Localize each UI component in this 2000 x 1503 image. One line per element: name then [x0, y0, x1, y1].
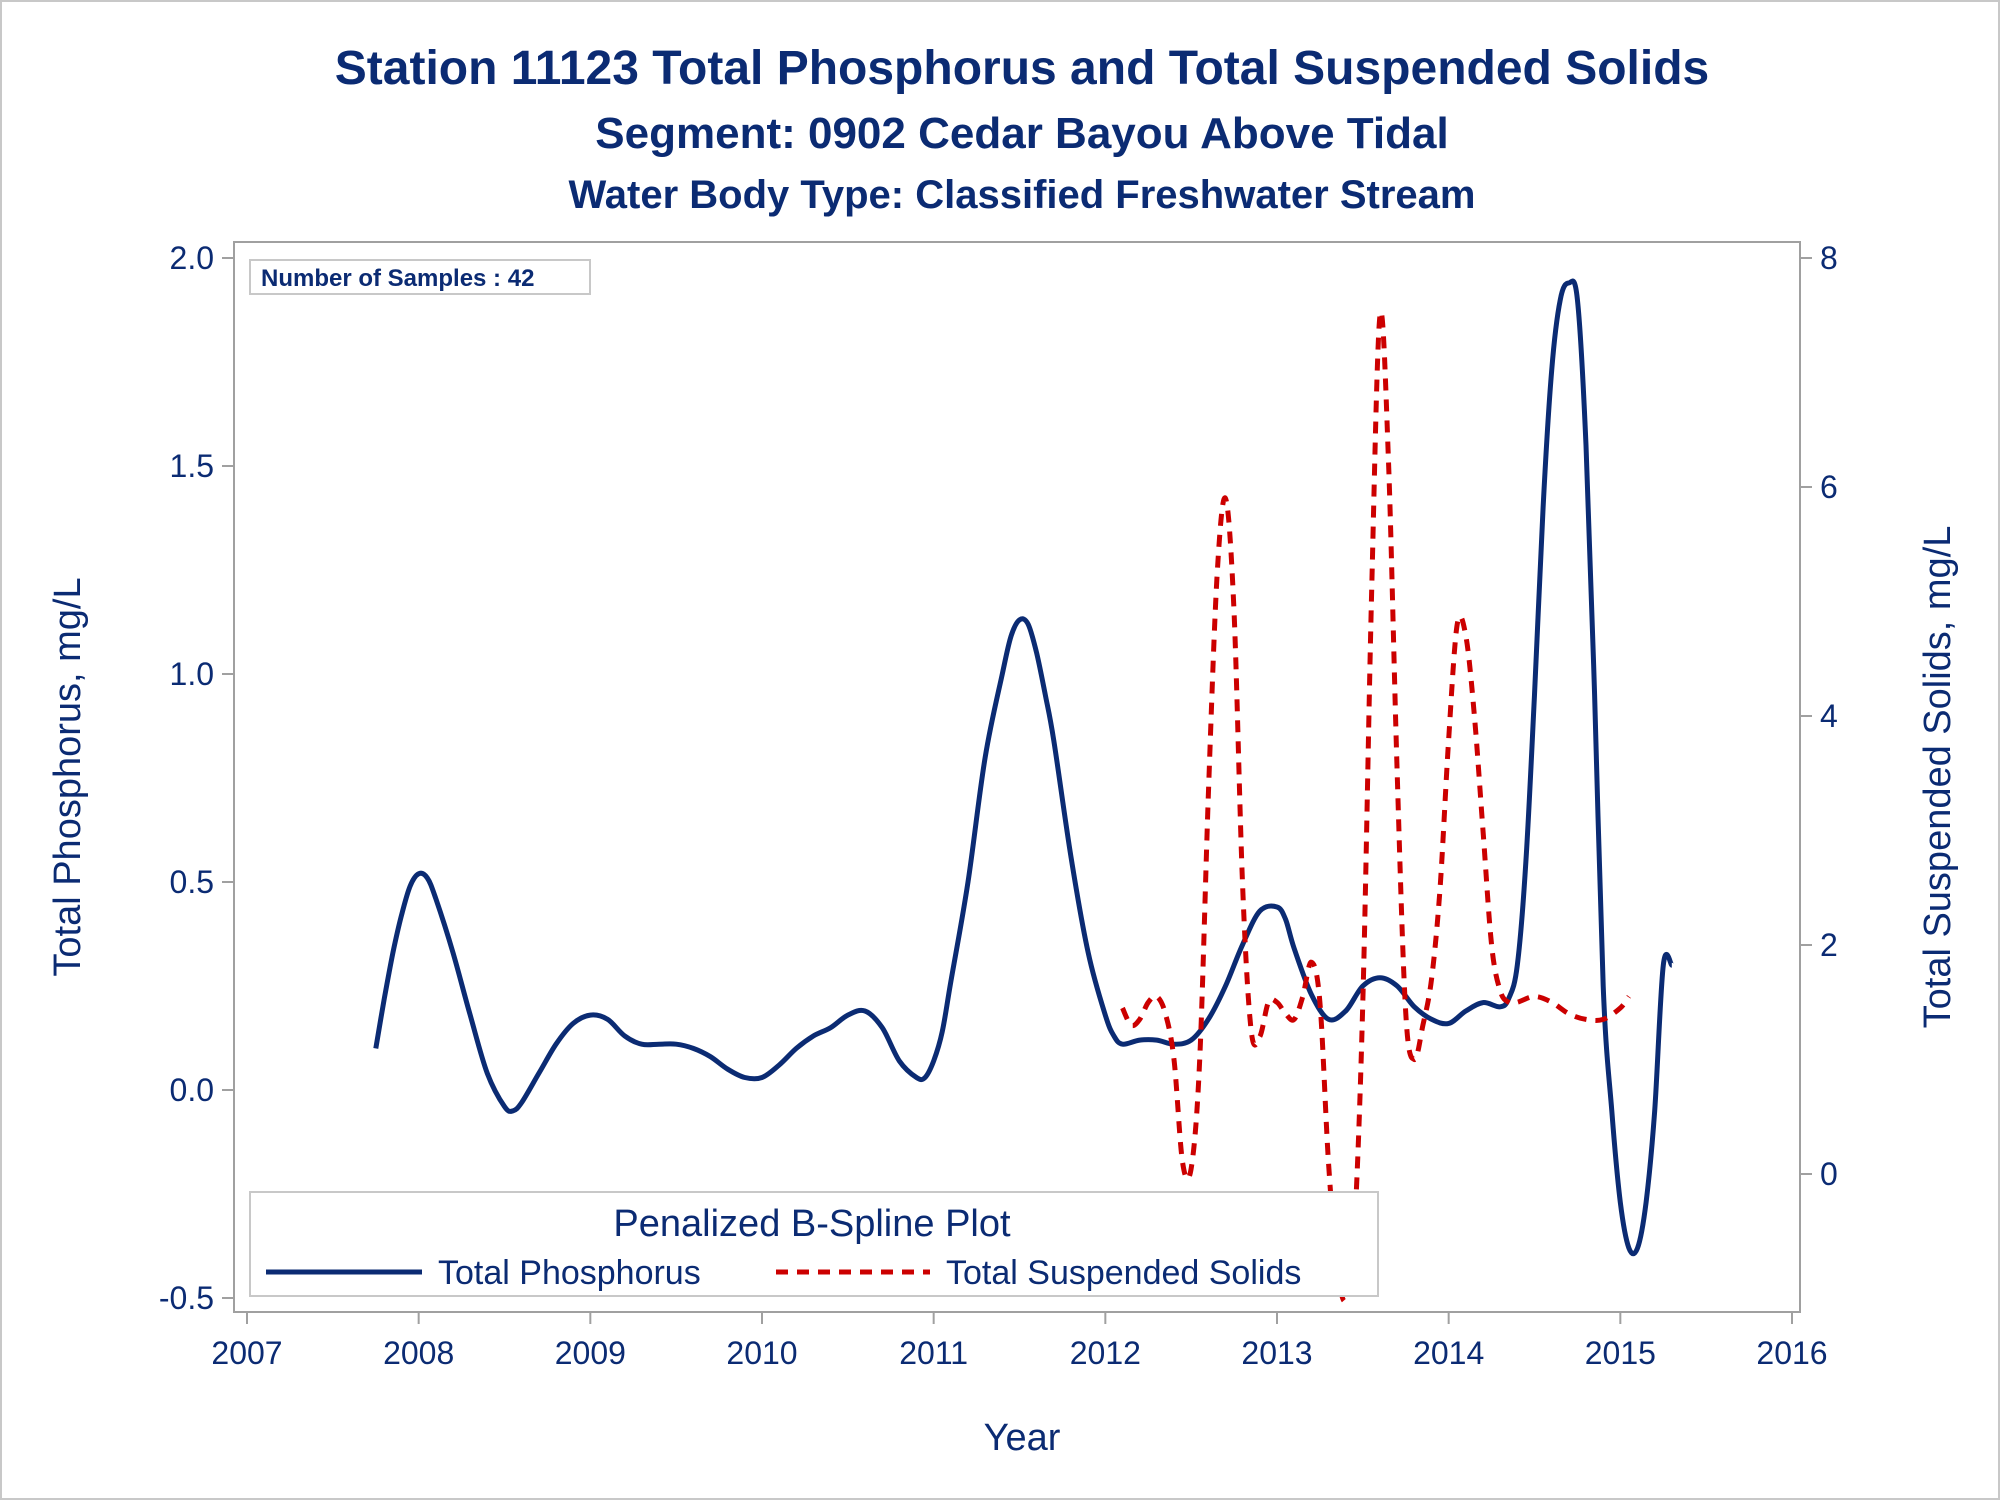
x-tick-label: 2009: [555, 1335, 626, 1371]
plot-area: [233, 241, 1801, 1313]
y-tick-label: -0.5: [159, 1280, 214, 1316]
legend: Penalized B-Spline Plot Total Phosphorus…: [249, 1191, 1379, 1297]
x-tick-label: 2015: [1585, 1335, 1656, 1371]
samples-box: Number of Samples : 42: [249, 259, 591, 295]
y2-axis-label: Total Suspended Solids, mg/L: [1917, 526, 1959, 1029]
y-axis-label: Total Phosphorus, mg/L: [47, 577, 89, 976]
chart-subtitle: Segment: 0902 Cedar Bayou Above Tidal: [595, 109, 1448, 158]
x-tick-label: 2014: [1413, 1335, 1484, 1371]
x-tick-label: 2012: [1070, 1335, 1141, 1371]
chart-subtitle-2: Water Body Type: Classified Freshwater S…: [569, 173, 1476, 217]
y2-tick-label: 0: [1820, 1156, 1838, 1192]
series-line-total-phosphorus: [373, 278, 1675, 1257]
legend-title: Penalized B-Spline Plot: [613, 1203, 1011, 1245]
legend-label-total-suspended-solids: Total Suspended Solids: [946, 1254, 1301, 1292]
y-tick-label: 0.5: [170, 864, 214, 900]
y-axis-right: 0 2 4 6 8: [1800, 240, 1838, 1192]
x-tick-label: 2011: [899, 1335, 968, 1371]
x-axis-label: Year: [984, 1417, 1061, 1459]
x-tick-label: 2007: [211, 1335, 282, 1371]
series-layer: [373, 278, 1675, 1304]
legend-label-total-phosphorus: Total Phosphorus: [438, 1254, 701, 1292]
y-tick-label: 1.0: [170, 656, 214, 692]
y2-tick-label: 8: [1820, 240, 1838, 276]
chart-title: Station 11123 Total Phosphorus and Total…: [335, 42, 1709, 95]
y-tick-label: 0.0: [170, 1072, 214, 1108]
samples-label: Number of Samples : 42: [261, 265, 534, 292]
x-tick-label: 2013: [1241, 1335, 1312, 1371]
y-tick-label: 1.5: [170, 448, 214, 484]
x-tick-label: 2010: [726, 1335, 797, 1371]
y-tick-label: 2.0: [170, 240, 214, 276]
x-tick-label: 2008: [383, 1335, 454, 1371]
x-tick-label: 2016: [1756, 1335, 1827, 1371]
legend-box: [249, 1191, 1379, 1297]
y2-tick-label: 4: [1820, 698, 1838, 734]
y-axis-left: -0.5 0.0 0.5 1.0 1.5 2.0: [159, 240, 234, 1316]
y2-tick-label: 6: [1820, 469, 1838, 505]
y2-tick-label: 2: [1820, 927, 1838, 963]
x-axis: 2007 2008 2009 2010 2011 2012 2013 2014 2015 2016: [211, 1311, 1828, 1371]
series-line-total-suspended-solids: [1120, 309, 1631, 1304]
